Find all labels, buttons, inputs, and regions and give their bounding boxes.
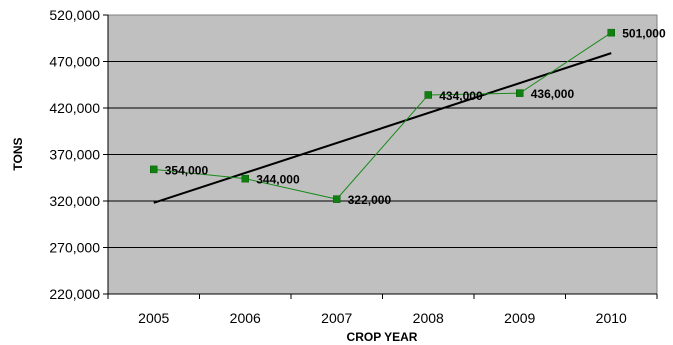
y-tick-label: 470,000	[49, 54, 100, 70]
data-point-marker	[241, 174, 249, 183]
data-label: 501,000	[622, 27, 666, 41]
data-label: 436,000	[531, 87, 575, 101]
x-axis-title: CROP YEAR	[347, 330, 418, 344]
x-tick-label: 2005	[138, 310, 169, 326]
y-tick-label: 320,000	[49, 193, 100, 209]
y-tick-label: 270,000	[49, 240, 100, 256]
data-label: 344,000	[256, 173, 300, 187]
data-label: 354,000	[165, 163, 209, 177]
y-axis-title: TONS	[11, 137, 25, 170]
gridlines	[108, 61, 657, 248]
series-line	[153, 32, 612, 200]
x-tick-label: 2006	[230, 310, 261, 326]
data-point-marker	[424, 91, 432, 99]
trendline	[153, 52, 612, 204]
tick-labels: 220,000 270,000 320,000 370,000 420,000 470,0…	[49, 7, 627, 326]
data-point-marker	[607, 28, 615, 37]
data-label: 434,000	[439, 89, 483, 103]
x-tick-label: 2008	[413, 310, 444, 326]
data-point-marker	[516, 89, 524, 97]
x-tick-label: 2007	[321, 310, 352, 326]
y-tick-label: 370,000	[49, 147, 100, 163]
x-tick-label: 2010	[596, 310, 627, 326]
y-tick-label: 220,000	[49, 286, 100, 302]
data-labels: 354,000 344,000 322,000 434,000 436,000 501,0…	[165, 27, 666, 207]
y-tick-label: 420,000	[49, 100, 100, 116]
series	[150, 28, 615, 204]
y-tick-label: 520,000	[49, 7, 100, 23]
axes	[103, 14, 658, 299]
data-point-marker	[150, 165, 158, 174]
data-label: 322,000	[348, 193, 392, 207]
data-point-marker	[333, 195, 341, 203]
x-tick-label: 2009	[504, 310, 535, 326]
